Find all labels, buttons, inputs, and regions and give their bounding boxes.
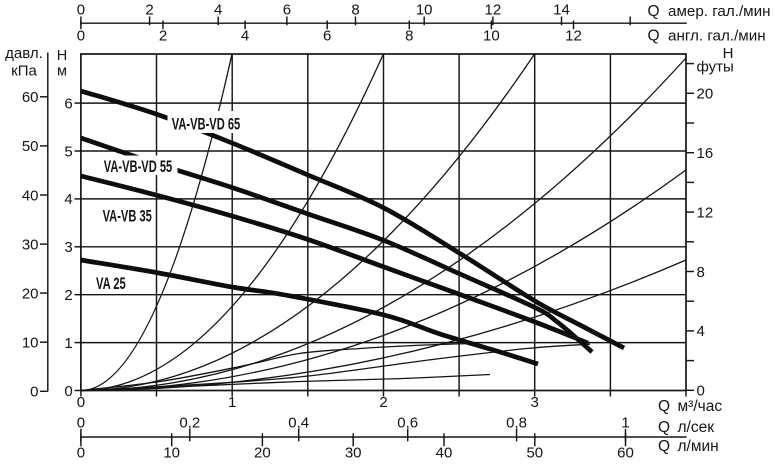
svg-text:0,4: 0,4: [288, 415, 309, 432]
svg-text:0,6: 0,6: [397, 415, 418, 432]
svg-text:1: 1: [228, 394, 236, 411]
svg-text:амер. гал./мин: амер. гал./мин: [668, 3, 771, 20]
svg-text:VA-VB 35: VA-VB 35: [103, 207, 152, 226]
svg-text:м: м: [57, 64, 67, 80]
svg-text:0: 0: [77, 1, 85, 18]
svg-text:кПа: кПа: [11, 63, 37, 80]
svg-text:3: 3: [531, 394, 539, 411]
svg-text:0: 0: [77, 394, 85, 411]
svg-text:4: 4: [64, 191, 72, 208]
svg-text:м³/час: м³/час: [678, 398, 723, 415]
svg-text:Q: Q: [648, 3, 660, 20]
svg-text:Q: Q: [658, 398, 670, 415]
svg-text:4: 4: [214, 1, 222, 18]
svg-text:8: 8: [405, 28, 413, 45]
svg-text:VA-VB-VD 55: VA-VB-VD 55: [104, 158, 172, 177]
svg-text:давл.: давл.: [5, 45, 43, 62]
svg-text:14: 14: [553, 1, 570, 18]
svg-text:2: 2: [145, 1, 153, 18]
svg-text:2: 2: [64, 287, 72, 304]
svg-text:60: 60: [22, 89, 39, 106]
svg-text:0,8: 0,8: [506, 415, 527, 432]
svg-text:англ. гал./мин: англ. гал./мин: [668, 28, 766, 45]
svg-text:H: H: [57, 48, 67, 64]
svg-text:6: 6: [283, 1, 291, 18]
svg-text:Q: Q: [658, 438, 670, 455]
svg-text:40: 40: [22, 187, 39, 204]
svg-text:2: 2: [379, 394, 387, 411]
svg-text:1: 1: [621, 415, 629, 432]
svg-text:10: 10: [163, 445, 180, 462]
svg-text:50: 50: [526, 445, 543, 462]
svg-text:VA-VB-VD 65: VA-VB-VD 65: [172, 115, 240, 134]
svg-text:0: 0: [30, 384, 38, 401]
svg-text:30: 30: [345, 445, 362, 462]
svg-text:0: 0: [77, 28, 85, 45]
svg-text:л/сек: л/сек: [678, 419, 715, 436]
svg-text:0: 0: [697, 383, 705, 400]
svg-text:H: H: [723, 45, 734, 62]
svg-text:6: 6: [64, 95, 72, 112]
svg-text:0: 0: [64, 383, 72, 400]
svg-text:Q: Q: [648, 28, 660, 45]
svg-text:40: 40: [436, 445, 453, 462]
svg-text:12: 12: [697, 204, 714, 221]
svg-text:20: 20: [697, 86, 714, 103]
svg-text:5: 5: [64, 143, 72, 160]
svg-text:10: 10: [22, 335, 39, 352]
svg-text:30: 30: [22, 236, 39, 253]
svg-text:60: 60: [617, 445, 634, 462]
svg-text:10: 10: [483, 28, 500, 45]
svg-text:8: 8: [697, 264, 705, 281]
svg-text:12: 12: [565, 28, 582, 45]
svg-text:20: 20: [22, 285, 39, 302]
svg-text:л/мин: л/мин: [678, 438, 719, 455]
svg-text:футы: футы: [697, 59, 734, 76]
svg-text:0: 0: [77, 445, 85, 462]
svg-text:50: 50: [22, 138, 39, 155]
svg-text:3: 3: [64, 239, 72, 256]
svg-text:4: 4: [241, 28, 249, 45]
svg-text:Q: Q: [658, 419, 670, 436]
svg-text:2: 2: [159, 28, 167, 45]
svg-text:1: 1: [64, 335, 72, 352]
svg-text:16: 16: [697, 145, 714, 162]
svg-text:20: 20: [254, 445, 271, 462]
svg-text:0,2: 0,2: [179, 415, 200, 432]
svg-text:6: 6: [323, 28, 331, 45]
svg-text:VA 25: VA 25: [96, 275, 126, 294]
svg-text:0: 0: [77, 415, 85, 432]
svg-text:10: 10: [416, 1, 433, 18]
svg-text:12: 12: [485, 1, 502, 18]
svg-text:8: 8: [351, 1, 359, 18]
svg-text:4: 4: [697, 323, 705, 340]
